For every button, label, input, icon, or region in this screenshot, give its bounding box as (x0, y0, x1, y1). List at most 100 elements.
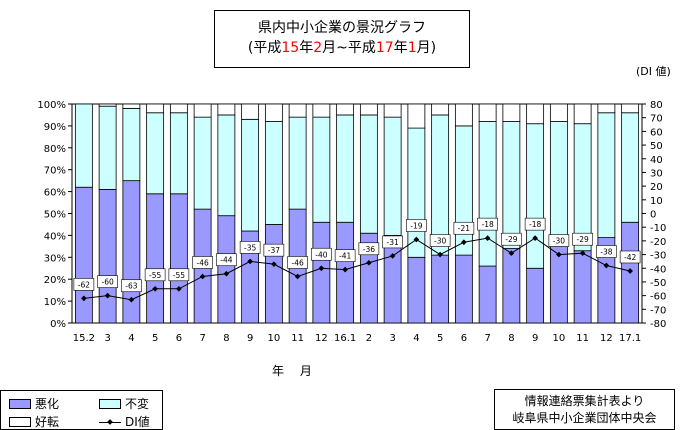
right-tick-label: 70 (650, 114, 663, 125)
bar-unchanged (193, 116, 212, 210)
di-point (223, 270, 230, 277)
di-data-label-box (501, 232, 522, 246)
bar-worse (549, 245, 568, 324)
left-tick-label: 60% (44, 188, 66, 199)
di-point (532, 235, 538, 241)
di-data-label-box (619, 250, 641, 264)
di-point (176, 285, 182, 292)
chart-title-part-0: (平成 (247, 40, 282, 56)
chart-title-part-7: 1 (407, 40, 417, 56)
bar-worse (217, 215, 236, 324)
right-tick-label: -10 (650, 223, 666, 234)
x-tick-label: 4 (413, 333, 419, 344)
x-tick-label: 11 (291, 333, 304, 344)
bar-unchanged (241, 118, 260, 232)
di-data-label-box (121, 279, 142, 293)
di-data-label: -18 (482, 220, 494, 229)
di-data-label-box (596, 245, 617, 258)
di-point (508, 250, 515, 257)
right-tick-label: -70 (650, 305, 666, 316)
di-data-label-box (168, 268, 190, 282)
chart-title-part-3: 2 (313, 40, 323, 56)
di-data-label: -36 (363, 245, 375, 254)
x-tick-label: 7 (199, 333, 205, 344)
bar-better (359, 103, 378, 116)
di-point (413, 236, 420, 243)
bar-unchanged (478, 121, 497, 267)
bar-better (454, 103, 473, 127)
bar-better (98, 103, 117, 107)
di-data-label: -30 (434, 237, 446, 246)
x-tick-label: 3 (389, 333, 395, 344)
x-tick-label: 12 (600, 333, 613, 344)
legend-line-di (99, 417, 121, 427)
di-data-label: -46 (292, 258, 304, 267)
bar-better (336, 103, 355, 116)
right-axis-unit: (DI 値) (636, 65, 671, 78)
left-tick-label: 80% (44, 144, 66, 155)
right-tick-label: 50 (650, 141, 663, 152)
bar-unchanged (359, 114, 378, 234)
x-tick-label: 11 (576, 333, 589, 344)
di-data-label: -55 (173, 271, 185, 280)
left-tick-label: 10% (44, 297, 66, 308)
bar-better (264, 103, 283, 122)
x-tick-label: 8 (508, 333, 514, 344)
bar-better (146, 103, 165, 114)
di-data-label-box (453, 221, 475, 235)
bar-unchanged (526, 123, 545, 269)
di-point (461, 239, 467, 246)
legend-swatch-worse (9, 398, 31, 409)
legend-label-worse: 悪化 (35, 397, 60, 411)
di-point (342, 266, 348, 273)
bar-better (621, 103, 640, 114)
di-point (152, 285, 158, 292)
bar-worse (478, 265, 497, 324)
di-data-label-box (477, 217, 498, 231)
bar-unchanged (98, 105, 117, 190)
di-data-label-box (358, 242, 380, 256)
bar-unchanged (74, 103, 93, 188)
di-point (484, 235, 491, 241)
di-data-label: -63 (125, 282, 137, 291)
bar-unchanged (431, 114, 450, 256)
x-tick-label: 7 (484, 333, 490, 344)
di-point (366, 259, 372, 266)
di-point (603, 262, 610, 269)
di-data-label-box (144, 268, 166, 282)
di-data-label: -19 (410, 222, 422, 231)
bar-better (383, 103, 402, 118)
legend-item-better: 好転 (9, 413, 59, 430)
di-data-label-box (382, 235, 403, 249)
right-tick-label: 80 (650, 100, 663, 111)
bar-unchanged (146, 112, 165, 195)
bar-worse (146, 193, 165, 324)
di-data-label: -35 (244, 243, 256, 252)
bar-better (549, 103, 568, 122)
di-data-label-box (287, 256, 308, 269)
bar-worse (431, 254, 450, 324)
right-tick-label: -60 (650, 292, 666, 303)
x-tick-label: 8 (223, 333, 229, 344)
di-data-label: -31 (387, 238, 399, 247)
right-tick-label: 30 (650, 168, 663, 179)
source-note: 情報連絡票集計表より 岐阜県中小企業団体中央会 (494, 389, 675, 430)
x-tick-label: 5 (437, 333, 443, 344)
bar-worse (526, 267, 545, 324)
bar-worse (454, 254, 473, 324)
di-point (271, 261, 277, 267)
di-point (389, 253, 396, 259)
di-data-label-box (524, 217, 546, 231)
di-data-label: -46 (197, 258, 209, 267)
source-line2: 岐阜県中小企業団体中央会 (512, 411, 657, 425)
chart-title-part-2: 年 (299, 40, 314, 56)
bar-unchanged (336, 114, 355, 223)
bar-unchanged (383, 116, 402, 236)
bar-worse (573, 250, 592, 324)
right-tick-label: 40 (650, 155, 663, 166)
x-axis-label: 年 月 (272, 364, 318, 378)
bar-better (407, 103, 426, 129)
di-data-label: -18 (529, 220, 541, 229)
bar-better (217, 103, 236, 116)
